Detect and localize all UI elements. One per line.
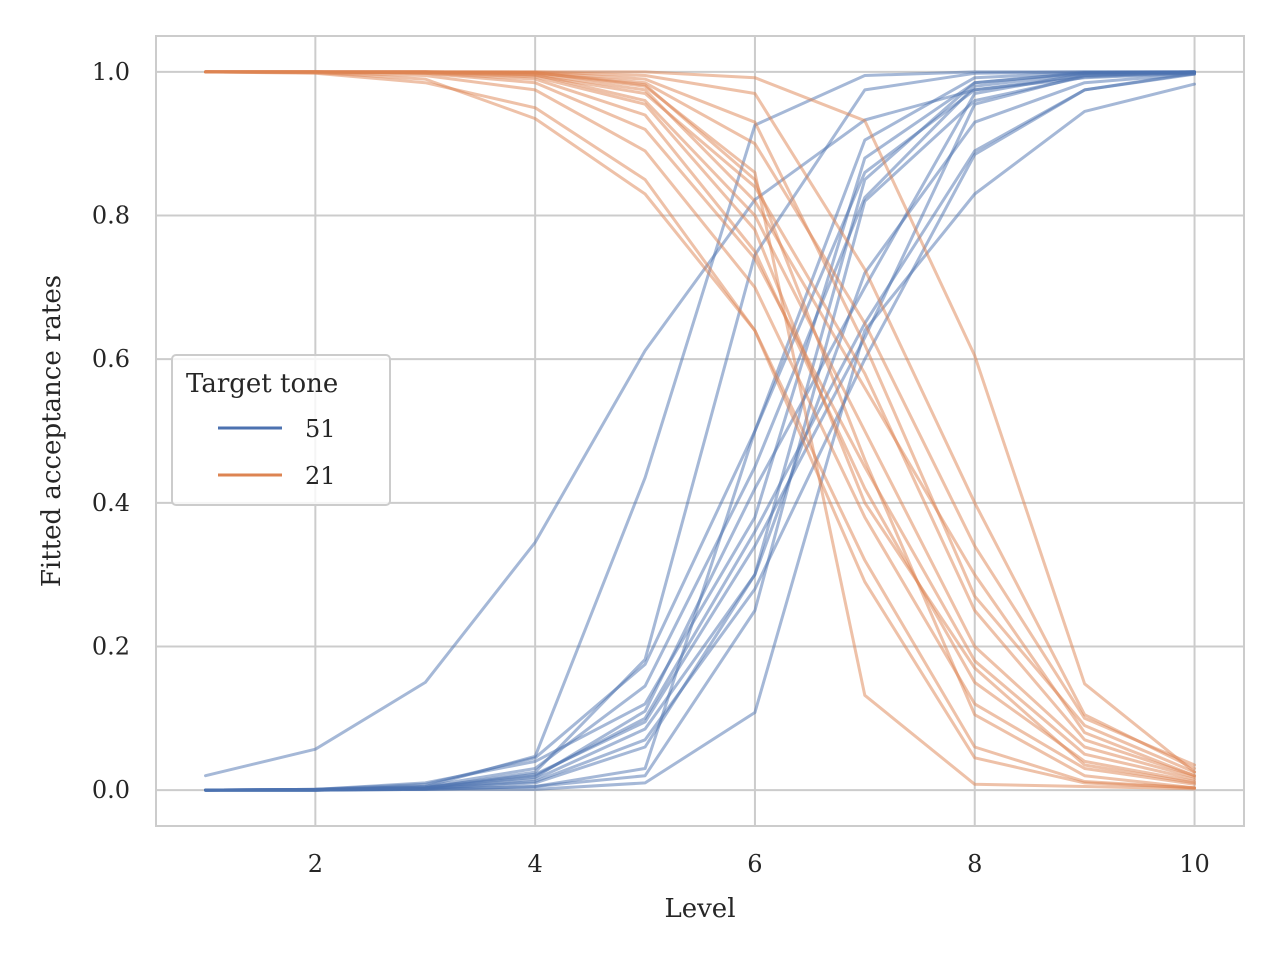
- legend-label: 21: [305, 462, 336, 490]
- x-axis-label: Level: [664, 894, 735, 924]
- y-tick-label: 0.0: [92, 776, 130, 804]
- x-tick-label: 8: [967, 850, 982, 878]
- y-tick-label: 0.6: [92, 345, 130, 373]
- plot-frame: [155, 35, 1245, 827]
- x-tick-label: 4: [528, 850, 543, 878]
- y-tick-label: 0.4: [92, 489, 130, 517]
- x-tick-label: 10: [1179, 850, 1210, 878]
- series-line-tone-51: [204, 70, 1196, 792]
- legend-label: 51: [305, 415, 336, 443]
- series-line-tone-21: [204, 70, 1196, 778]
- x-tick-labels: 2 4 6 8 10: [308, 850, 1210, 878]
- series-line-tone-21: [204, 70, 1196, 790]
- y-tick-label: 0.8: [92, 202, 130, 230]
- series-line-tone-51: [204, 70, 1196, 792]
- legend-title: Target tone: [186, 369, 338, 399]
- series-lines: [204, 70, 1196, 792]
- y-tick-label: 1.0: [92, 58, 130, 86]
- x-tick-label: 2: [308, 850, 323, 878]
- legend-box: [171, 354, 391, 506]
- x-tick-label: 6: [747, 850, 762, 878]
- y-axis-label: Fitted acceptance rates: [37, 275, 67, 587]
- legend-entries: 51 21: [218, 415, 336, 490]
- legend: Target tone 51 21: [171, 354, 391, 506]
- y-tick-label: 0.2: [92, 632, 130, 660]
- y-tick-labels: 0.0 0.2 0.4 0.6 0.8 1.0: [92, 58, 130, 804]
- series-line-tone-21: [204, 70, 1196, 790]
